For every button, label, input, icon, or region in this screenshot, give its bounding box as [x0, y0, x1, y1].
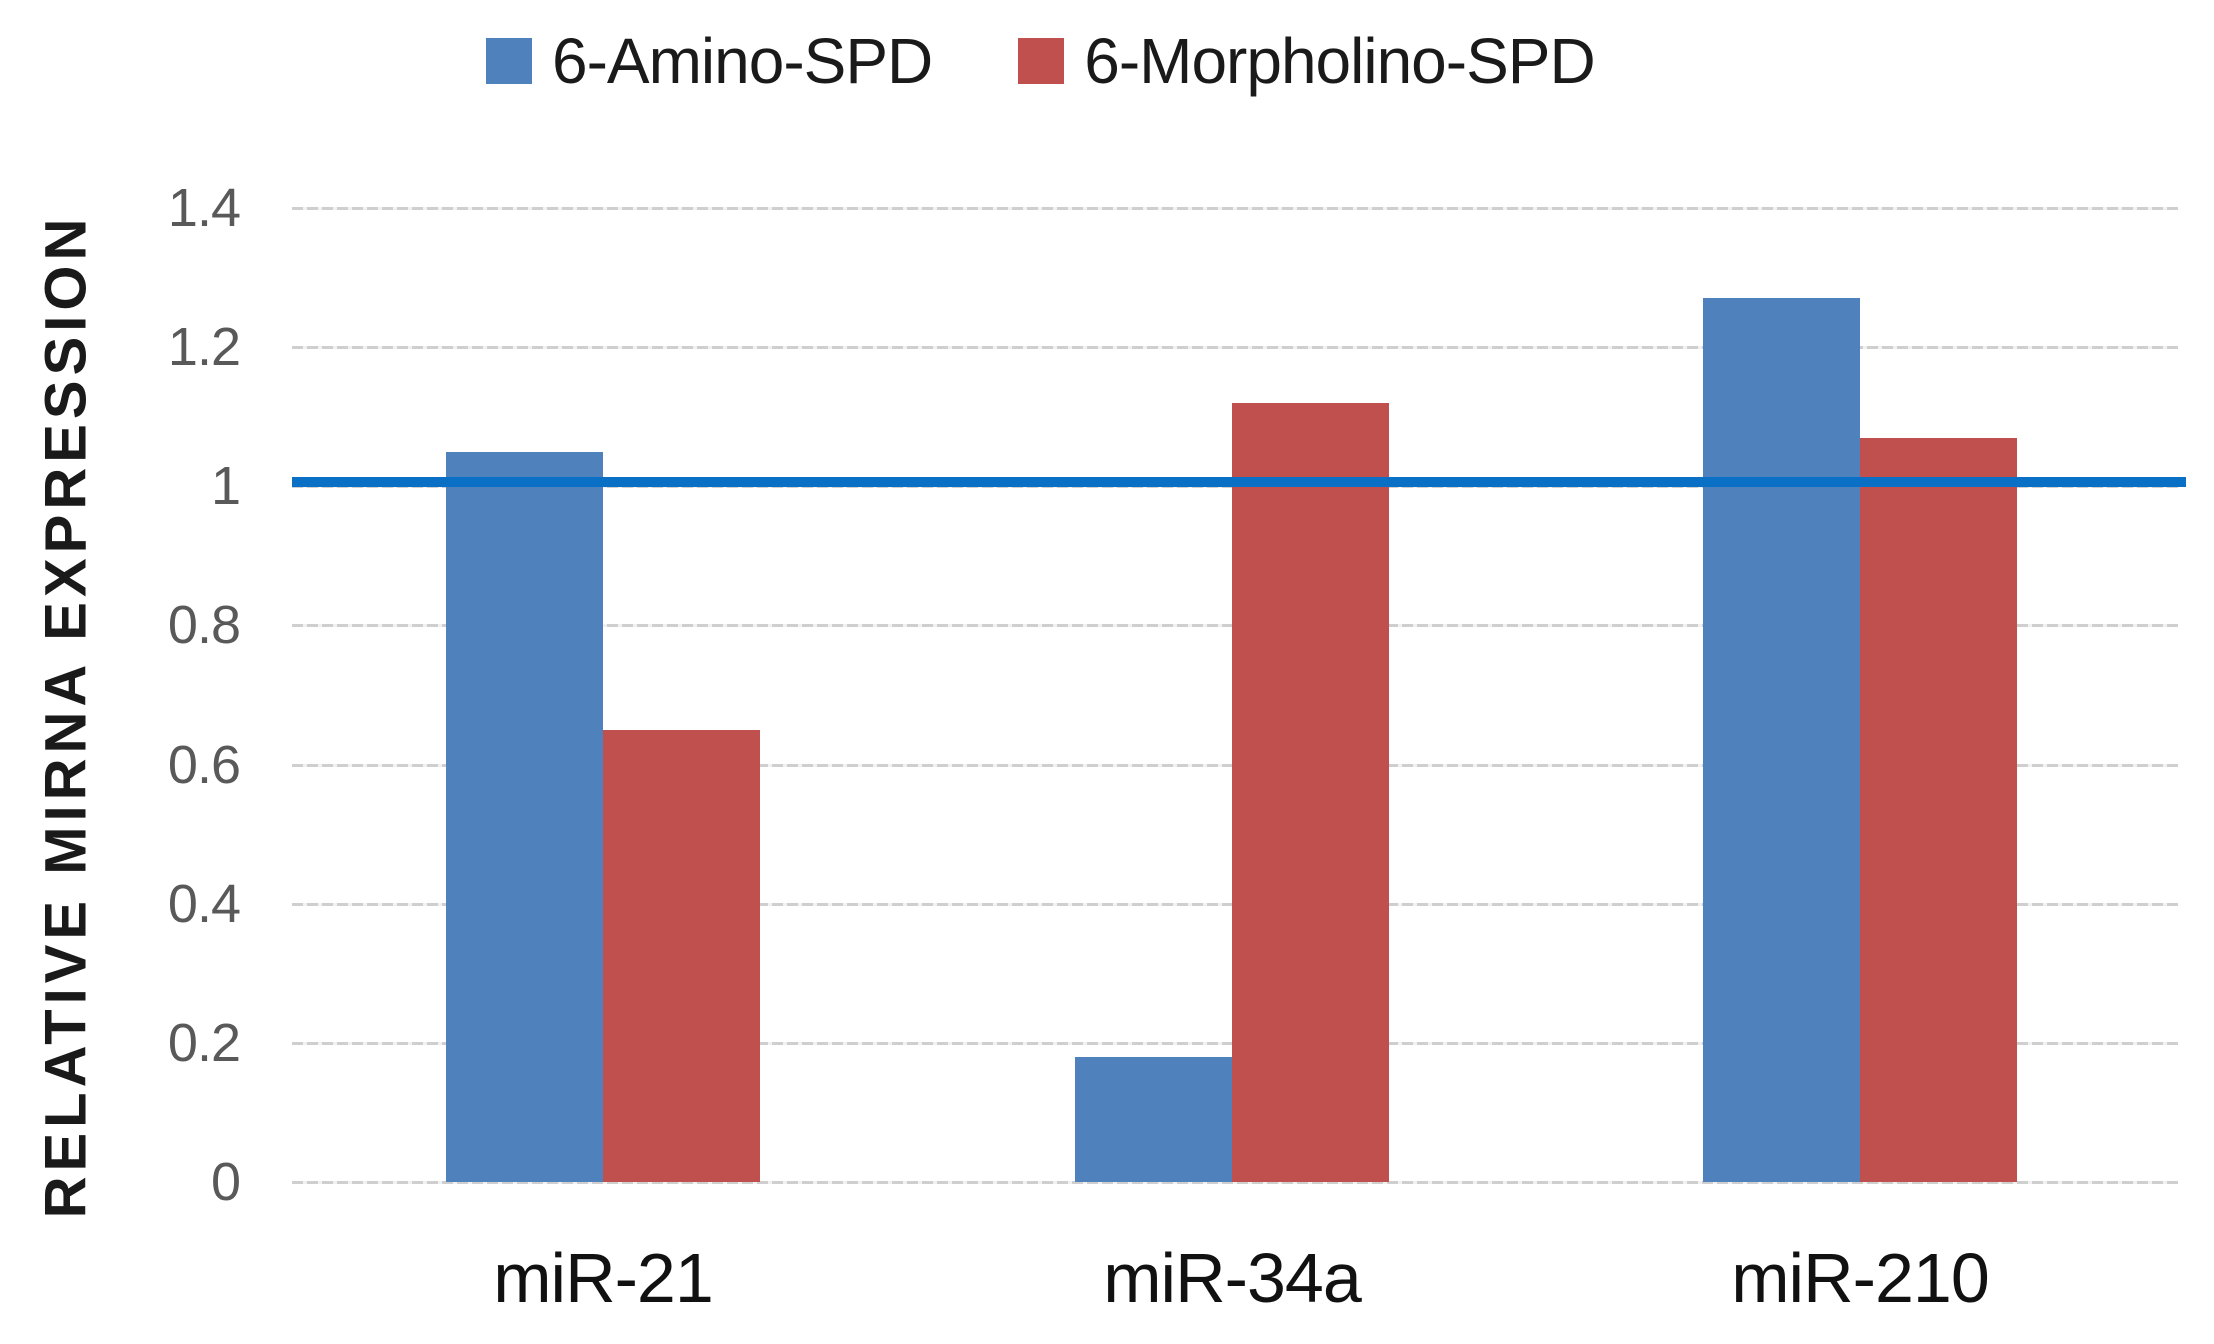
legend-label-morpholino-spd: 6-Morpholino-SPD	[1084, 25, 1595, 97]
legend-swatch-amino-spd-icon	[486, 38, 532, 84]
gridline-0	[292, 1181, 2178, 1184]
y-tick-label-1.4: 1.4	[167, 178, 241, 238]
y-tick-label-1.2: 1.2	[167, 317, 241, 378]
bar-miR-21-6-Amino-SPD	[446, 451, 603, 1182]
y-tick-label-0.6: 0.6	[167, 734, 241, 795]
legend-label-amino-spd: 6-Amino-SPD	[552, 25, 933, 97]
x-tick-label-miR-210: miR-210	[1731, 1239, 1990, 1317]
legend: 6-Amino-SPD 6-Morpholino-SPD	[486, 25, 1596, 97]
x-tick-label-miR-34a: miR-34a	[1103, 1239, 1362, 1317]
y-tick-label-0.8: 0.8	[167, 595, 241, 656]
y-tick-label-1: 1	[210, 456, 241, 517]
y-tick-label-0.4: 0.4	[167, 873, 241, 934]
y-tick-label-0.2: 0.2	[167, 1012, 241, 1073]
x-tick-label-miR-21: miR-21	[493, 1239, 714, 1317]
gridline-1.4	[292, 207, 2178, 210]
bar-miR-210-6-Morpholino-SPD	[1860, 437, 2017, 1182]
bar-miR-210-6-Amino-SPD	[1703, 298, 1860, 1182]
y-tick-label-0: 0	[210, 1152, 241, 1212]
legend-item-morpholino-spd: 6-Morpholino-SPD	[1018, 25, 1596, 97]
reference-line	[292, 477, 2186, 488]
legend-swatch-morpholino-spd-icon	[1018, 38, 1065, 84]
bar-miR-34a-6-Amino-SPD	[1075, 1056, 1232, 1182]
bar-miR-21-6-Morpholino-SPD	[603, 729, 760, 1182]
bar-miR-34a-6-Morpholino-SPD	[1232, 402, 1389, 1182]
legend-item-amino-spd: 6-Amino-SPD	[486, 25, 933, 97]
gridline-1.2	[292, 346, 2178, 350]
